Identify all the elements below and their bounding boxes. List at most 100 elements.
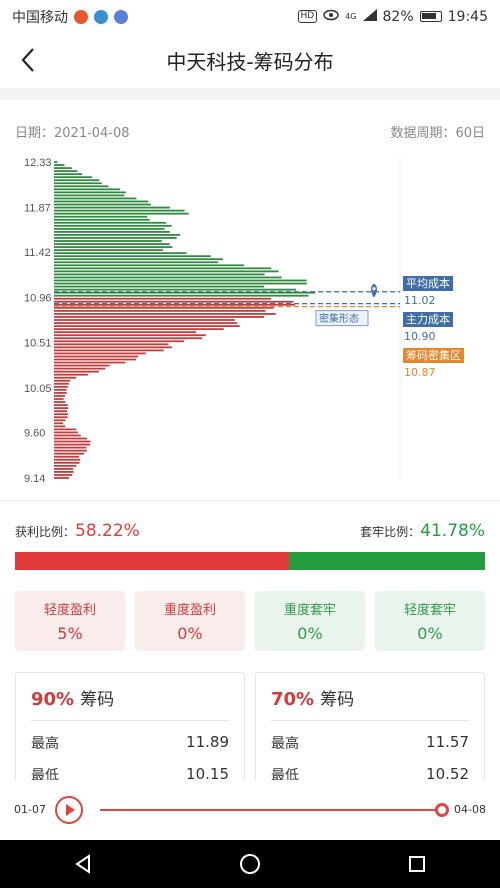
location-pin-icon — [371, 283, 377, 298]
card-header: 90% 筹码 — [31, 685, 229, 721]
chip-bar — [54, 218, 150, 221]
chip-bar — [54, 264, 245, 267]
chip-bar — [54, 249, 163, 252]
tile-light-profit: 轻度盈利 5% — [15, 591, 125, 651]
y-tick-label: 10.96 — [24, 293, 52, 305]
chip-bar — [54, 182, 102, 185]
card-header: 70% 筹码 — [271, 685, 469, 721]
play-button[interactable] — [55, 796, 83, 824]
chip-bar — [54, 197, 137, 200]
chip-bar — [54, 185, 109, 188]
chip-bar — [54, 209, 185, 212]
trapped-ratio: 套牢比例：41.78% — [360, 521, 485, 541]
chip-bar — [54, 376, 77, 379]
dense-zone-value: 10.87 — [404, 366, 436, 379]
chip-bar — [54, 291, 316, 294]
concentration-cards: 90% 筹码 最高 11.89 最低 10.15 70% 筹码 最高 11.57… — [15, 672, 485, 792]
network-label: 4G — [345, 12, 357, 21]
avg-cost-tag: 平均成本 — [403, 276, 453, 291]
nav-recent-button[interactable] — [397, 844, 437, 884]
chip-bar — [54, 319, 235, 321]
chip-bar — [54, 243, 170, 245]
chip-bar — [54, 471, 74, 473]
chip-bar — [54, 273, 265, 276]
date-label: 日期：2021-04-08 — [15, 126, 130, 141]
chip-bar — [54, 407, 69, 410]
chip-bar — [54, 464, 77, 467]
chip-bar — [54, 401, 66, 403]
chip-bar — [54, 288, 297, 291]
timeline-knob[interactable] — [435, 803, 449, 817]
chip-bar — [54, 331, 197, 334]
battery-percent: 82% — [382, 8, 414, 25]
y-tick-label: 9.14 — [24, 473, 45, 485]
chip-bar — [54, 224, 172, 227]
tile-value: 0% — [297, 624, 323, 643]
app-notification-icon — [114, 9, 128, 24]
chip-bar — [54, 179, 100, 182]
nav-back-button[interactable] — [63, 844, 103, 884]
chip-bar — [54, 276, 282, 279]
chip-bar — [54, 422, 63, 425]
timeline-slider[interactable] — [100, 809, 442, 811]
main-cost-value: 10.90 — [404, 330, 436, 343]
chip-bar — [54, 246, 173, 248]
chip-bar — [54, 261, 219, 264]
chip-bar — [54, 203, 151, 206]
carrier-label: 中国移动 — [12, 9, 68, 26]
chip-bar — [54, 279, 307, 282]
chip-bar — [54, 252, 187, 255]
chip-bar — [54, 367, 106, 370]
divider — [0, 500, 500, 501]
nav-home-button[interactable] — [230, 844, 270, 884]
section-divider — [0, 88, 500, 100]
chip-bar — [54, 258, 223, 261]
high-label: 最高 — [31, 736, 59, 752]
location-pin-dot — [372, 287, 376, 291]
profit-ratio-label: 获利比例： — [15, 525, 76, 539]
chip-bar — [54, 221, 166, 224]
chip-bar — [54, 388, 67, 391]
chevron-left-icon — [21, 48, 34, 72]
chip-bar — [54, 392, 67, 394]
card-row-high: 最高 11.89 — [31, 733, 229, 753]
chip-bar — [54, 355, 139, 358]
triangle-back-icon — [75, 854, 91, 874]
chip-bar — [54, 161, 58, 163]
profit-bar-fill — [15, 552, 289, 570]
back-button[interactable] — [14, 45, 42, 75]
chip-bar — [54, 385, 68, 388]
chip-bar — [54, 337, 203, 340]
chip-bar — [54, 176, 93, 179]
tile-title: 重度套牢 — [283, 603, 336, 618]
timeline-player: 01-07 04-08 — [0, 780, 500, 840]
chip-bar — [54, 382, 69, 385]
chip-bar — [54, 455, 80, 458]
tile-heavy-profit: 重度盈利 0% — [135, 591, 245, 651]
high-label: 最高 — [271, 736, 299, 752]
trapped-ratio-value: 41.78% — [420, 521, 485, 541]
chip-bar — [54, 437, 87, 440]
chip-bar — [54, 398, 64, 400]
chip-bar — [54, 240, 162, 242]
ratio-bar — [15, 552, 485, 570]
end-date: 04-08 — [454, 803, 486, 816]
profit-ratio-value: 58.22% — [75, 521, 140, 541]
card-name: 筹码 — [80, 690, 115, 710]
annotation-box — [315, 310, 369, 327]
chip-bar — [54, 352, 146, 355]
chip-bar — [54, 340, 185, 343]
chip-bar — [54, 458, 81, 461]
concentration-card-70: 70% 筹码 最高 11.57 最低 10.52 — [255, 672, 485, 792]
card-percent: 90% — [31, 689, 75, 710]
chip-bar — [54, 173, 83, 176]
chip-bar — [54, 267, 272, 270]
chip-bar — [54, 477, 69, 479]
main-cost-tag: 主力成本 — [403, 312, 453, 327]
chip-bar — [54, 446, 87, 449]
status-bar: 中国移动 HD 4G 82% 19:45 — [0, 0, 500, 33]
chip-bar — [54, 237, 177, 239]
chip-bar — [54, 227, 165, 230]
chip-bar — [54, 425, 66, 428]
chip-bar — [54, 230, 170, 233]
